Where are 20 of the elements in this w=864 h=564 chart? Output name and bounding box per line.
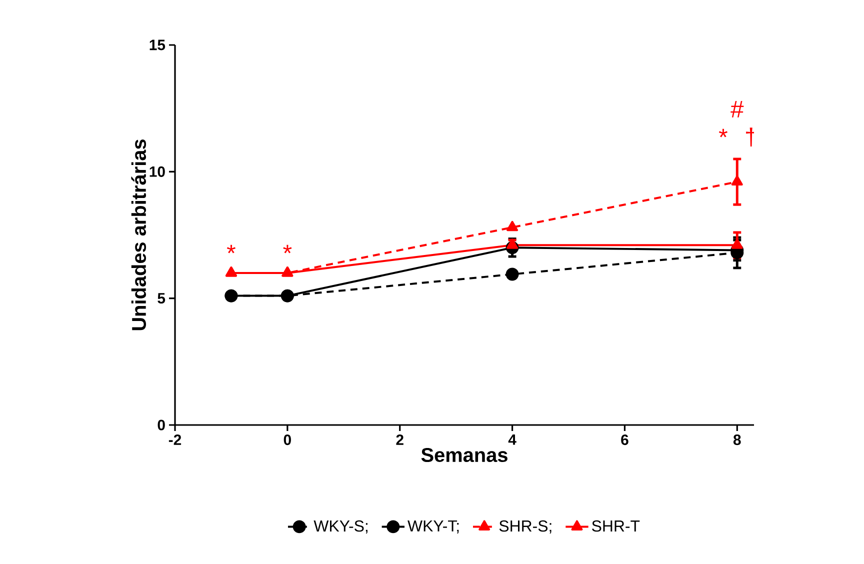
y-tick-label: 15 <box>150 40 166 50</box>
legend-label: SHR-S; <box>499 520 552 534</box>
annotation: * <box>226 244 236 254</box>
x-tick-label: 4 <box>508 434 516 445</box>
y-tick-label: 5 <box>158 293 166 304</box>
legend-label: WKY-S; <box>314 520 368 534</box>
annotation: # <box>730 101 744 118</box>
x-tick-label: 6 <box>621 434 628 446</box>
legend-label: WKY-T; <box>408 520 459 534</box>
y-axis-title: Unidades arbitrárias <box>131 139 146 330</box>
x-tick-label: 0 <box>284 434 291 446</box>
legend-label: SHR-T <box>592 520 640 532</box>
y-tick-label: 10 <box>150 166 165 177</box>
x-tick-label: 8 <box>733 434 741 446</box>
y-tick-label: 0 <box>158 420 165 430</box>
annotation: * <box>718 128 728 138</box>
annotation: * <box>283 244 292 254</box>
x-tick-label: 2 <box>396 434 404 445</box>
x-tick-label: -2 <box>168 434 182 445</box>
x-axis-title: Semanas <box>421 448 508 462</box>
